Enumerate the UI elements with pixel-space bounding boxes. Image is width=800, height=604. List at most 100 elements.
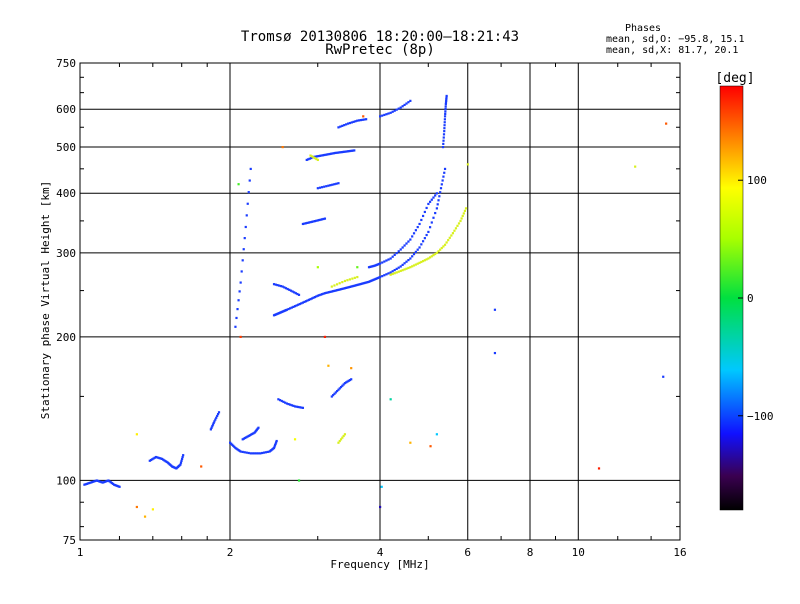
data-point — [289, 289, 293, 292]
data-point — [460, 217, 463, 220]
data-point — [334, 151, 337, 155]
data-point — [339, 288, 343, 291]
data-point — [369, 265, 372, 269]
data-point — [444, 103, 447, 106]
data-point — [338, 282, 341, 285]
data-point — [442, 133, 446, 136]
data-point — [309, 221, 312, 224]
data-point — [316, 158, 319, 162]
data-point — [316, 294, 319, 297]
data-point — [442, 136, 445, 139]
data-point — [335, 182, 338, 185]
data-point — [389, 111, 392, 114]
data-point — [436, 203, 439, 206]
data-point — [338, 288, 341, 291]
data-point — [214, 418, 217, 421]
data-point — [320, 154, 323, 157]
data-point — [420, 218, 423, 222]
data-point — [304, 300, 308, 303]
data-point — [300, 302, 303, 305]
data-point — [209, 428, 212, 431]
data-point — [339, 438, 343, 441]
data-point — [411, 265, 414, 268]
data-point — [266, 450, 269, 454]
data-point — [324, 153, 327, 156]
data-point — [405, 102, 408, 105]
data-point — [369, 280, 372, 283]
data-point — [315, 295, 318, 298]
data-point — [393, 109, 396, 112]
data-point — [354, 284, 358, 287]
data-point — [290, 306, 293, 309]
data-point — [274, 283, 277, 286]
data-point — [445, 94, 448, 98]
data-point — [405, 267, 408, 270]
data-point — [442, 245, 445, 248]
data-point — [346, 279, 349, 282]
data-point — [395, 252, 398, 255]
data-point — [411, 235, 414, 238]
data-point — [420, 243, 423, 246]
data-point — [362, 282, 365, 285]
data-point — [338, 387, 341, 390]
data-point — [290, 404, 293, 407]
data-point — [395, 108, 398, 111]
data-point — [310, 156, 313, 160]
data-point — [309, 298, 312, 301]
data-point — [389, 271, 392, 274]
data-point — [393, 253, 396, 257]
x-tick-label: 8 — [527, 546, 534, 559]
data-point — [259, 452, 262, 455]
data-point — [442, 175, 445, 178]
data-point — [343, 382, 347, 385]
data-point — [430, 255, 433, 258]
data-point — [181, 455, 184, 459]
colorbar-label: [deg] — [715, 71, 754, 86]
data-point — [350, 378, 353, 381]
data-point — [407, 259, 410, 262]
data-point — [391, 270, 394, 273]
data-point — [359, 282, 362, 286]
data-point — [387, 112, 390, 115]
data-point — [336, 151, 339, 154]
data-point — [420, 260, 423, 264]
data-point — [337, 441, 340, 444]
data-point — [444, 105, 447, 108]
data-point — [323, 153, 326, 157]
data-point — [442, 142, 445, 146]
data-point — [148, 459, 151, 462]
data-point — [344, 150, 347, 153]
data-point — [367, 266, 371, 269]
data-point — [327, 364, 330, 367]
data-point — [466, 163, 469, 166]
data-point — [318, 154, 322, 157]
data-point — [279, 284, 283, 288]
data-point — [371, 265, 374, 268]
data-point — [303, 222, 306, 225]
data-point — [432, 254, 435, 257]
data-point — [351, 277, 354, 280]
data-point — [421, 259, 425, 263]
data-point — [359, 118, 362, 122]
data-point — [273, 445, 276, 448]
data-point — [665, 122, 668, 125]
data-point — [262, 451, 266, 454]
data-point — [280, 399, 283, 403]
data-point — [393, 268, 396, 272]
data-point — [399, 248, 402, 251]
y-tick-label: 500 — [56, 141, 76, 154]
data-point — [403, 262, 406, 265]
data-point — [246, 202, 249, 205]
data-point — [165, 460, 168, 463]
data-point — [329, 290, 332, 293]
y-tick-label: 200 — [56, 331, 76, 344]
data-point — [318, 186, 322, 189]
data-point — [163, 459, 166, 462]
data-point — [346, 286, 349, 289]
data-point — [278, 284, 281, 287]
data-point — [445, 96, 448, 99]
data-point — [211, 425, 214, 428]
data-point — [246, 435, 249, 438]
data-point — [437, 250, 440, 253]
data-point — [275, 441, 278, 444]
